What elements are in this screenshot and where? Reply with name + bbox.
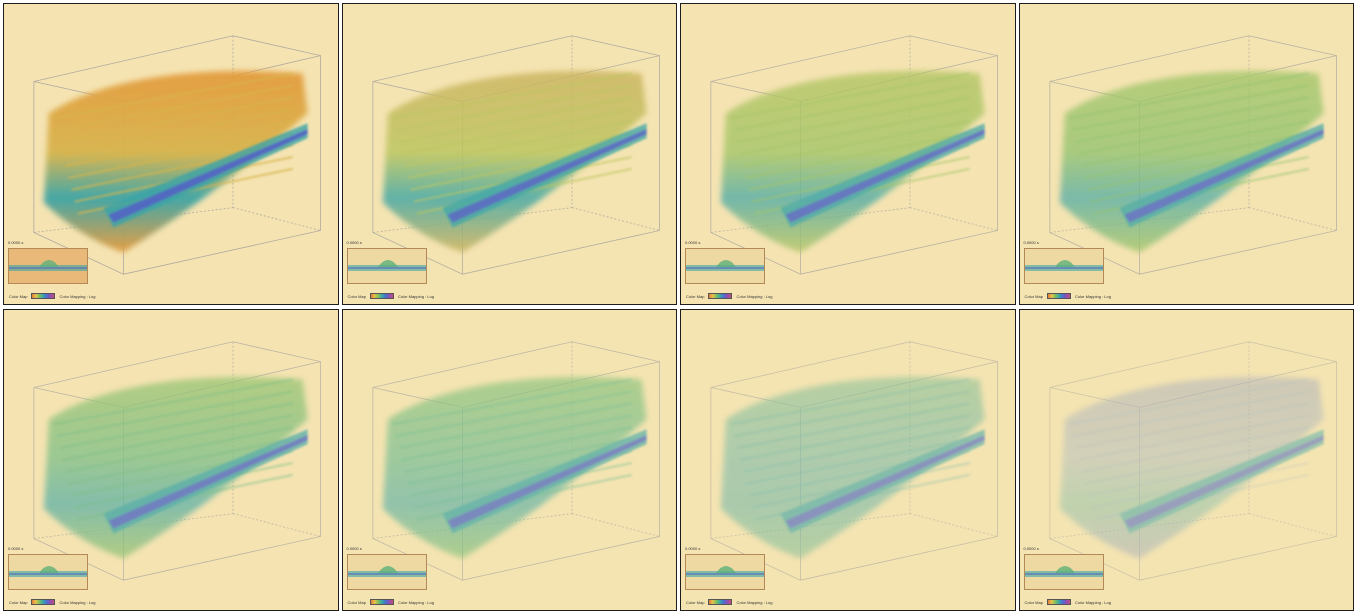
time-label: 0.0000 s: [346, 240, 362, 245]
colormap-legend: Color Map Color Mapping : Log: [1025, 293, 1111, 299]
volume-rendering: [4, 310, 338, 610]
colormap-legend: Color Map Color Mapping : Log: [1025, 599, 1111, 605]
timeline-inset: 0.0000 s: [685, 240, 765, 286]
inset-peak: [39, 260, 59, 267]
core-band: [103, 429, 308, 534]
colormap-legend: Color Map Color Mapping : Log: [686, 599, 772, 605]
mapping-label: Color Mapping : Log: [397, 599, 434, 605]
colormap-bar: [708, 293, 733, 299]
volume-rendering: [33, 35, 321, 275]
timeline-inset: 0.0000 s: [8, 240, 88, 286]
colormap-label: Color Map: [1024, 293, 1043, 299]
mapping-label: Color Mapping : Log: [736, 599, 773, 605]
colormap-bar: [1046, 293, 1071, 299]
render-panel-5: 0.0000 s Color Map Color Mapping : Log: [3, 309, 339, 611]
time-label: 0.0000 s: [685, 546, 701, 551]
render-panel-8: 0.0000 s Color Map Color Mapping : Log: [1018, 309, 1354, 611]
timeline-inset: 0.0000 s: [346, 546, 427, 592]
core-band: [1119, 123, 1324, 228]
inset-plot: [8, 248, 88, 284]
render-panel-2: 0.0000 s Color Map Color Mapping : Log: [341, 3, 677, 305]
core-band: [442, 429, 647, 534]
colormap-label: Color Map: [9, 293, 28, 299]
inset-peak: [1054, 566, 1075, 573]
colormap-bar: [31, 293, 56, 299]
colormap-label: Color Map: [347, 293, 366, 299]
mapping-label: Color Mapping : Log: [397, 293, 434, 299]
core-band: [1119, 429, 1324, 534]
core-band: [103, 123, 308, 228]
colormap-legend: Color Map Color Mapping : Log: [686, 293, 772, 299]
inset-plot: [8, 554, 88, 590]
colormap-legend: Color Map Color Mapping : Log: [9, 599, 95, 605]
colormap-legend: Color Map Color Mapping : Log: [9, 293, 95, 299]
colormap-label: Color Map: [686, 599, 705, 605]
colormap-label: Color Map: [686, 293, 705, 299]
inset-plot: [1023, 554, 1104, 590]
inset-peak: [716, 566, 736, 573]
render-panel-4: 0.0000 s Color Map Color Mapping : Log: [1018, 3, 1354, 305]
core-band: [780, 123, 985, 228]
colormap-label: Color Map: [1024, 599, 1043, 605]
mapping-label: Color Mapping : Log: [59, 293, 96, 299]
timeline-inset: 0.0000 s: [8, 546, 88, 592]
inset-plot: [685, 248, 765, 284]
inset-peak: [377, 260, 398, 267]
time-label: 0.0000 s: [8, 240, 24, 245]
colormap-bar: [708, 599, 733, 605]
colormap-bar: [369, 293, 394, 299]
time-label: 0.0000 s: [1023, 546, 1039, 551]
render-panel-6: 0.0000 s Color Map Color Mapping : Log: [341, 309, 677, 611]
time-label: 0.0000 s: [1023, 240, 1039, 245]
inset-peak: [39, 566, 59, 573]
colormap-legend: Color Map Color Mapping : Log: [348, 293, 434, 299]
inset-plot: [346, 248, 427, 284]
time-label: 0.0000 s: [8, 546, 24, 551]
mapping-label: Color Mapping : Log: [1074, 599, 1111, 605]
colormap-label: Color Map: [9, 599, 28, 605]
inset-peak: [716, 260, 736, 267]
time-label: 0.0000 s: [346, 546, 362, 551]
render-panel-7: 0.0000 s Color Map Color Mapping : Log: [680, 309, 1016, 611]
panel-grid: 0.0000 s Color Map Color Mapping : Log 0…: [3, 3, 1354, 612]
inset-peak: [377, 566, 398, 573]
core-band: [442, 123, 647, 228]
mapping-label: Color Mapping : Log: [59, 599, 96, 605]
colormap-bar: [1046, 599, 1071, 605]
render-panel-3: 0.0000 s Color Map Color Mapping : Log: [680, 3, 1016, 305]
inset-plot: [346, 554, 427, 590]
colormap-bar: [369, 599, 394, 605]
inset-peak: [1054, 260, 1075, 267]
timeline-inset: 0.0000 s: [1023, 240, 1104, 286]
volume-streaks: [1069, 378, 1309, 521]
colormap-legend: Color Map Color Mapping : Log: [348, 599, 434, 605]
timeline-inset: 0.0000 s: [685, 546, 765, 592]
colormap-bar: [31, 599, 56, 605]
mapping-label: Color Mapping : Log: [736, 293, 773, 299]
colormap-label: Color Map: [347, 599, 366, 605]
inset-plot: [685, 554, 765, 590]
timeline-inset: 0.0000 s: [346, 240, 427, 286]
inset-plot: [1023, 248, 1104, 284]
render-panel-1: 0.0000 s Color Map Color Mapping : Log: [3, 3, 339, 305]
mapping-label: Color Mapping : Log: [1074, 293, 1111, 299]
core-band: [780, 429, 985, 534]
time-label: 0.0000 s: [685, 240, 701, 245]
timeline-inset: 0.0000 s: [1023, 546, 1104, 592]
